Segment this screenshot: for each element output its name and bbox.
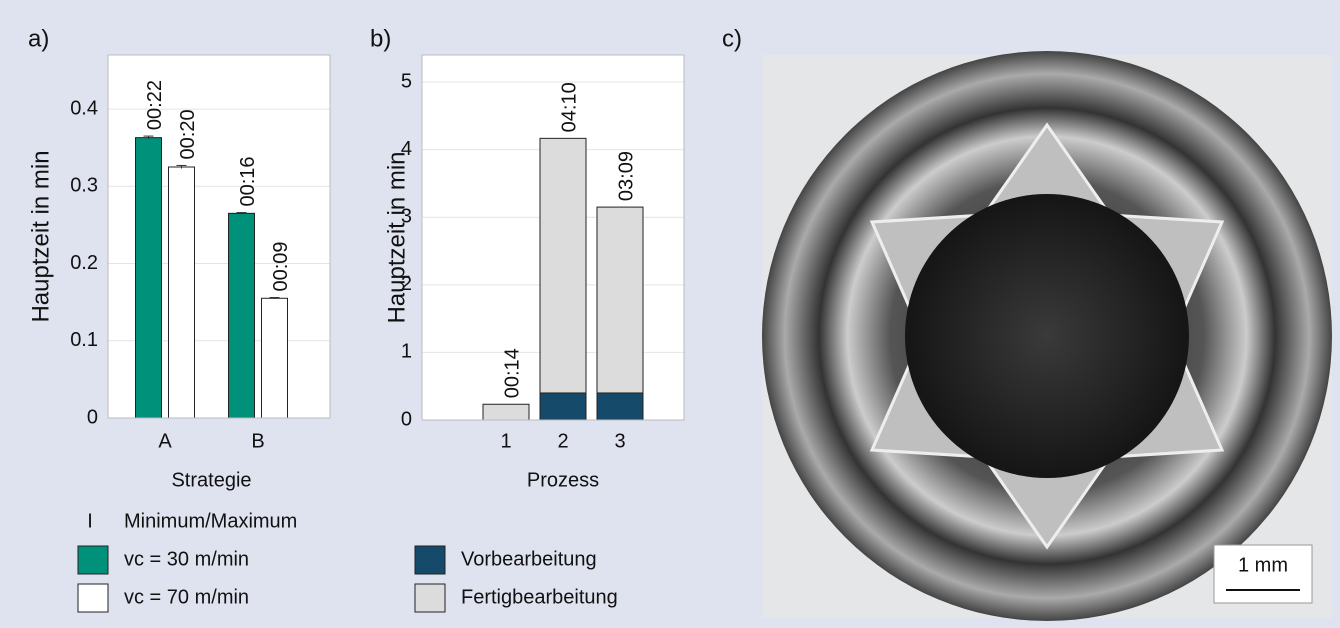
y-axis-label: Hauptzeit in min: [27, 150, 54, 322]
bar-segment: [540, 393, 586, 420]
bar-segment: [597, 393, 643, 420]
bar: [136, 138, 162, 418]
recess-bottom: [905, 194, 1189, 478]
y-tick-label: 0.4: [70, 97, 98, 119]
value-label: 04:10: [558, 82, 580, 132]
y-tick-label: 0: [87, 406, 98, 428]
x-tick-label: 2: [557, 430, 568, 452]
value-label: 00:14: [501, 348, 523, 398]
panel-label: a): [28, 25, 49, 52]
bar: [169, 167, 195, 418]
legend-swatch: [415, 584, 445, 612]
bar: [262, 298, 288, 418]
value-label: 03:09: [615, 151, 637, 201]
figure: 1 mm c) 0 0.1 0.2 0.3 0.4 a) Hauptzeit in min S…: [0, 0, 1340, 623]
value-label: 00:09: [270, 241, 292, 291]
y-axis-label: Hauptzeit in min: [383, 151, 410, 323]
y-tick-label: 0: [401, 408, 412, 430]
panel-label: c): [722, 25, 742, 52]
x-axis-label: Prozess: [527, 469, 599, 491]
x-tick-label: A: [158, 430, 172, 452]
legend-label: Minimum/Maximum: [124, 510, 297, 532]
legend-label: vc = 70 m/min: [124, 586, 249, 608]
legend-swatch: [78, 584, 108, 612]
page: {"chart_data": [ {"type": "bar", "panel"…: [0, 0, 1340, 628]
legend-swatch: [78, 546, 108, 574]
panel-label: b): [370, 25, 391, 52]
x-tick-label: B: [251, 430, 264, 452]
bar-segment: [597, 207, 643, 393]
legend-label: Fertigbearbeitung: [461, 586, 618, 608]
legend-label: Vorbearbeitung: [461, 548, 597, 570]
y-tick-label: 1: [401, 341, 412, 363]
bar-segment: [540, 138, 586, 393]
x-tick-label: 1: [500, 430, 511, 452]
y-tick-label: 0.1: [70, 329, 98, 351]
legend-label: vc = 30 m/min: [124, 548, 249, 570]
value-label: 00:16: [237, 156, 259, 206]
y-tick-label: 0.3: [70, 175, 98, 197]
legend-errorbar-icon: I: [87, 510, 93, 532]
x-axis-label: Strategie: [171, 469, 251, 491]
y-tick-label: 5: [401, 70, 412, 92]
value-label: 00:22: [144, 80, 166, 130]
value-label: 00:20: [177, 109, 199, 159]
legend-swatch: [415, 546, 445, 574]
bar: [229, 213, 255, 418]
y-tick-label: 0.2: [70, 252, 98, 274]
photo: 1 mm c): [722, 25, 1332, 621]
bar-segment: [483, 404, 529, 420]
scale-bar-label: 1 mm: [1238, 554, 1288, 576]
x-tick-label: 3: [614, 430, 625, 452]
